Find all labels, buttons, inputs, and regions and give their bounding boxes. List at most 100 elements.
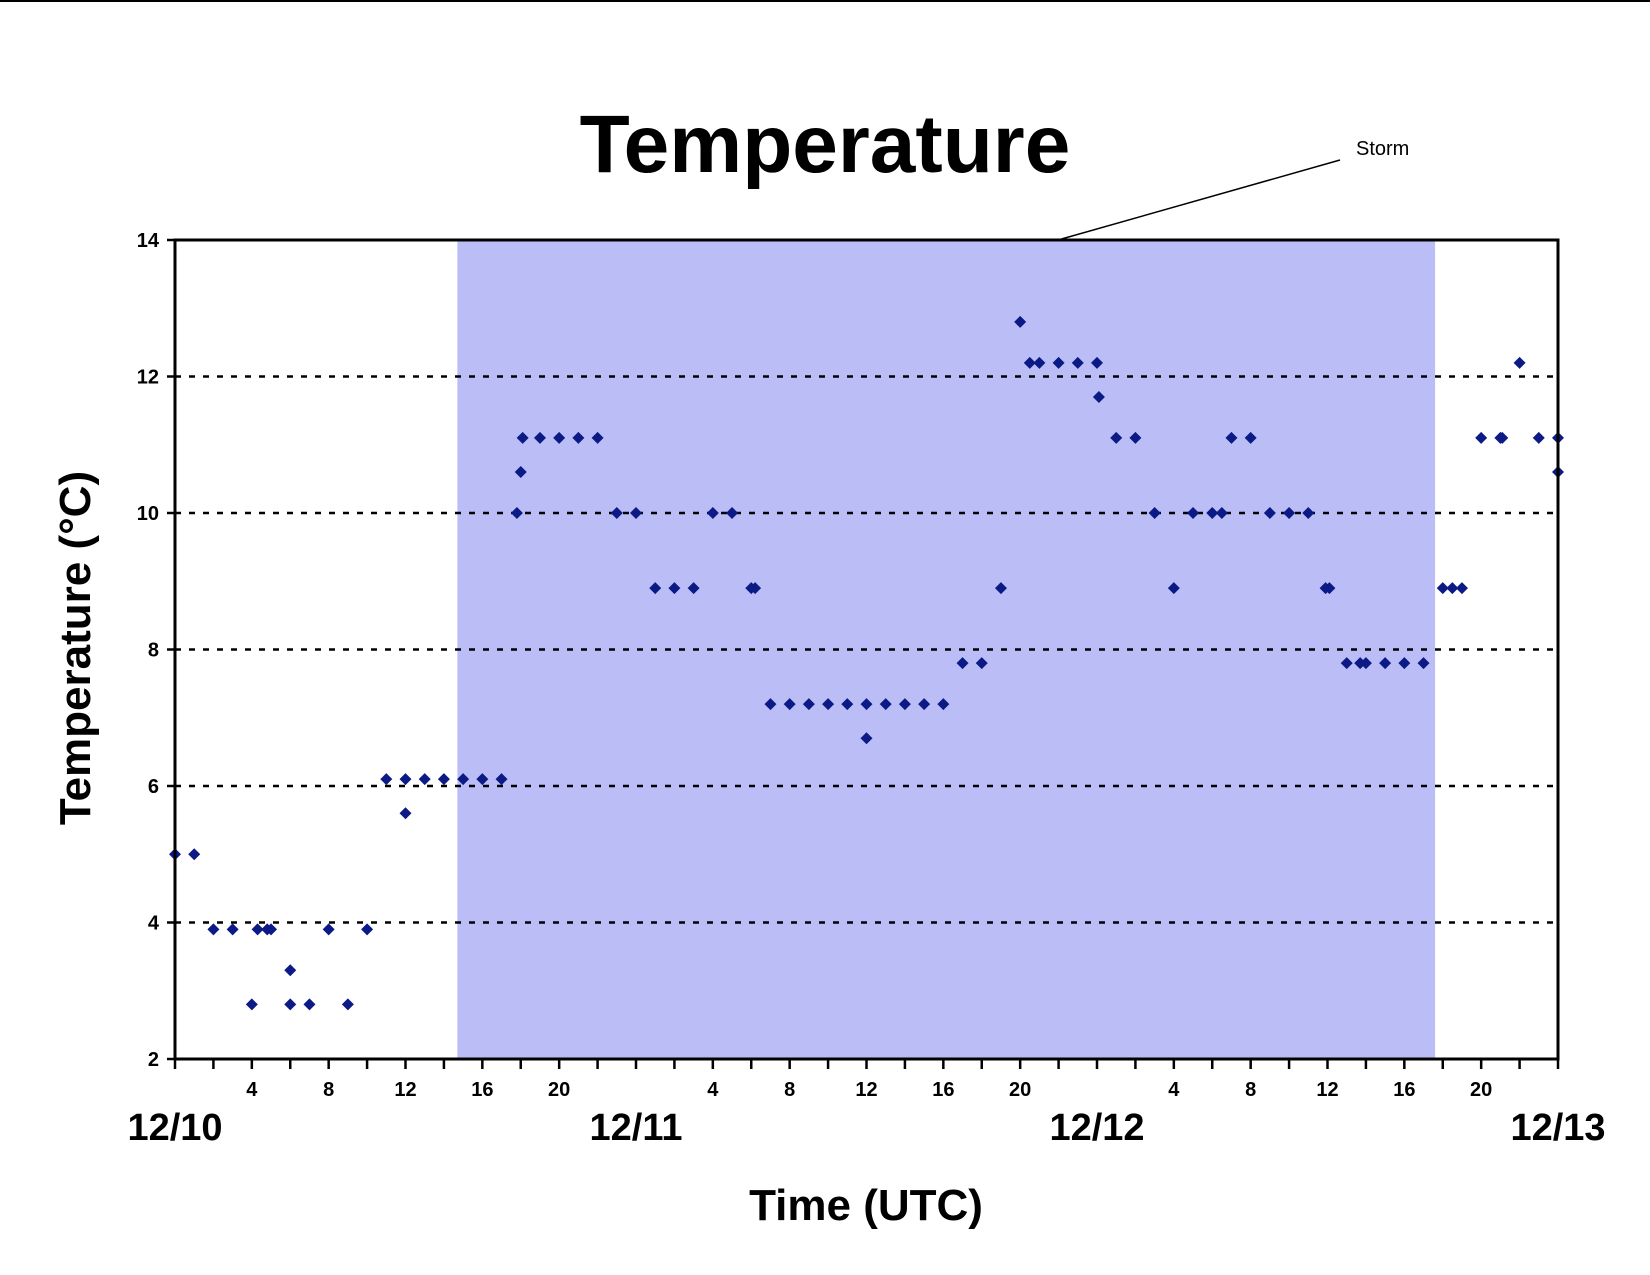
data-point [418,773,431,786]
data-point [380,773,393,786]
data-point [1446,582,1459,595]
data-point [1513,356,1526,369]
y-axis-ticks: 2 4 6 8 10 12 14 [137,230,175,1071]
data-point [802,698,815,711]
x-tick-label: 8 [1245,1079,1256,1101]
data-point [1052,356,1065,369]
data-point [1398,657,1411,670]
data-point [668,582,681,595]
chart-title: Temperature [580,99,1071,190]
data-point [783,698,796,711]
data-point [1455,582,1468,595]
data-point [1532,431,1545,444]
data-point [1023,356,1036,369]
data-point [1092,390,1105,403]
data-points [169,315,1564,1011]
data-point [245,998,258,1011]
x-tick-label: 4 [246,1079,258,1101]
data-point [1167,582,1180,595]
x-tick-label: 4 [1168,1079,1180,1101]
data-point [1359,657,1372,670]
x-tick-label: 16 [1393,1079,1415,1101]
x-tick-label: 16 [471,1079,493,1101]
data-point [207,923,220,936]
data-point [1071,356,1084,369]
data-point [1283,507,1296,519]
data-point [610,507,623,519]
data-point [1323,582,1336,595]
y-tick-label: 12 [137,367,159,389]
data-point [553,431,566,444]
data-point [1340,657,1353,670]
date-label: 12/12 [1049,1107,1144,1149]
date-label: 12/10 [127,1107,222,1149]
storm-callout-line [1057,159,1341,241]
data-point [476,773,489,786]
top-border-line [0,0,1650,2]
x-tick-label: 12 [855,1079,877,1101]
data-point [898,698,911,711]
y-tick-label: 2 [148,1049,159,1071]
data-point [1225,431,1238,444]
date-labels: 12/10 12/11 12/12 12/13 [127,1107,1605,1149]
data-point [399,807,412,820]
data-point [1091,356,1103,369]
y-tick-label: 10 [137,503,159,525]
x-tick-label: 20 [548,1079,570,1101]
data-point [251,923,264,936]
data-point [265,923,278,936]
data-point [1206,507,1219,519]
data-point [630,507,642,519]
data-point [1187,507,1200,519]
data-point [1379,657,1392,670]
x-tick-label: 4 [707,1079,719,1101]
data-point [1302,507,1315,519]
data-point [1496,431,1509,444]
data-point [860,732,873,745]
data-point [361,923,374,936]
data-point [975,657,988,670]
data-point [649,582,662,595]
data-point [341,998,354,1011]
data-point [303,998,316,1011]
y-axis-label: Temperature (°C) [51,471,100,825]
data-point [457,773,470,786]
date-label: 12/13 [1510,1107,1605,1149]
x-tick-label: 12 [1316,1079,1338,1101]
data-point [822,698,835,711]
data-point [322,923,335,936]
data-point [514,466,527,479]
gridlines [175,375,1558,924]
data-point [956,657,969,670]
data-point [516,431,529,444]
y-tick-label: 6 [148,776,159,798]
data-point [1129,431,1142,444]
data-point [591,431,604,444]
y-tick-label: 4 [148,913,160,935]
data-point [1215,507,1228,519]
x-axis-label: Time (UTC) [749,1181,983,1230]
data-point [226,923,239,936]
data-point [879,698,892,711]
x-tick-label: 8 [784,1079,795,1101]
data-point [510,507,523,519]
x-tick-label: 16 [932,1079,954,1101]
data-point [1110,431,1123,444]
data-point [918,698,931,711]
data-point [284,998,297,1011]
x-tick-label: 8 [323,1079,334,1101]
x-tick-label: 12 [394,1079,416,1101]
data-point [1417,657,1430,670]
y-tick-label: 8 [148,640,159,662]
data-point [706,507,719,519]
data-point [1263,507,1276,519]
data-point [188,848,201,861]
storm-label: Storm [1356,138,1409,160]
data-point [764,698,777,711]
data-point [1436,582,1449,595]
data-point [726,507,739,519]
data-point [937,698,950,711]
data-point [495,773,508,786]
date-label: 12/11 [590,1107,683,1149]
